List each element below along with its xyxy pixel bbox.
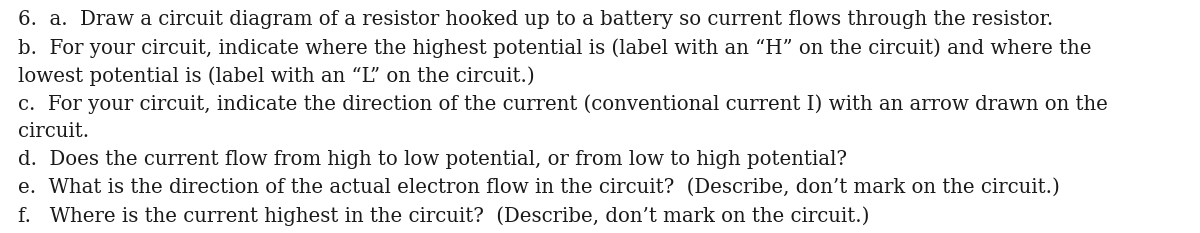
Text: b.  For your circuit, indicate where the highest potential is (label with an “H”: b. For your circuit, indicate where the … xyxy=(18,38,1092,58)
Text: f.   Where is the current highest in the circuit?  (Describe, don’t mark on the : f. Where is the current highest in the c… xyxy=(18,206,870,226)
Text: lowest potential is (label with an “L” on the circuit.): lowest potential is (label with an “L” o… xyxy=(18,66,535,86)
Text: d.  Does the current flow from high to low potential, or from low to high potent: d. Does the current flow from high to lo… xyxy=(18,150,847,169)
Text: e.  What is the direction of the actual electron flow in the circuit?  (Describe: e. What is the direction of the actual e… xyxy=(18,178,1060,197)
Text: c.  For your circuit, indicate the direction of the current (conventional curren: c. For your circuit, indicate the direct… xyxy=(18,94,1108,114)
Text: 6.  a.  Draw a circuit diagram of a resistor hooked up to a battery so current f: 6. a. Draw a circuit diagram of a resist… xyxy=(18,10,1054,29)
Text: circuit.: circuit. xyxy=(18,122,89,141)
